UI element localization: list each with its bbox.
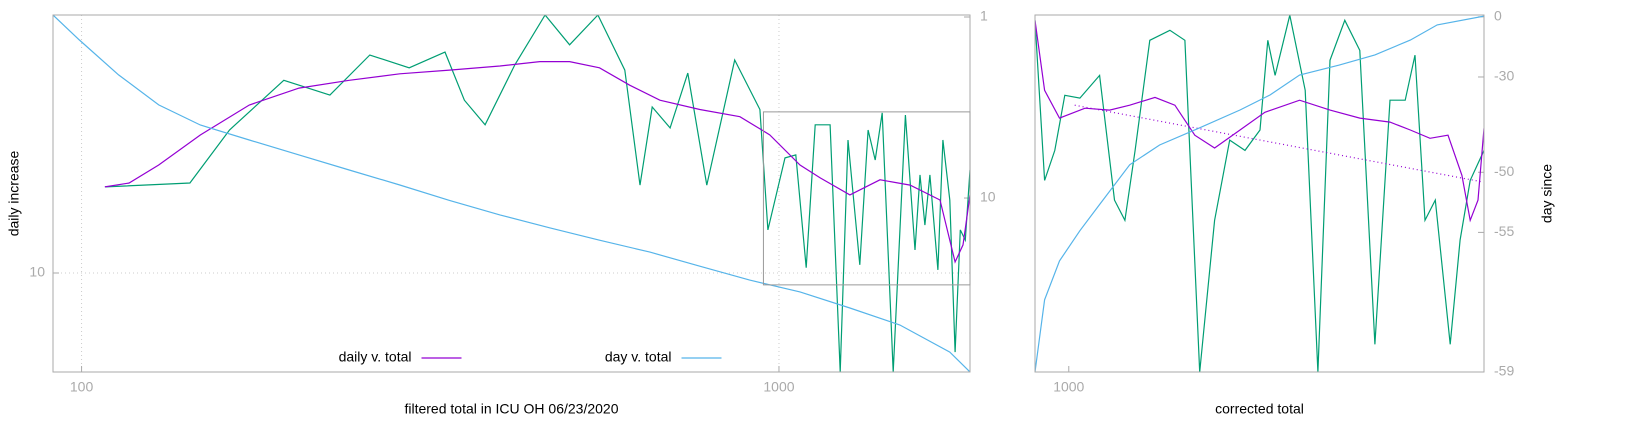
series-line: [1074, 104, 1484, 183]
series-line: [1035, 15, 1484, 372]
series-line: [104, 60, 970, 264]
y2-tick-label: -30: [1494, 68, 1514, 84]
legend-label: day v. total: [605, 349, 672, 365]
zoom-box: [762, 111, 971, 286]
y2-tick-label: 0: [1494, 8, 1502, 24]
x-tick-label: 1000: [763, 379, 794, 395]
y2-tick-label: 1: [980, 8, 988, 24]
y-tick-label: 10: [29, 264, 45, 280]
series-line: [104, 15, 970, 372]
x-tick-label: 100: [70, 379, 94, 395]
legend-label: daily v. total: [339, 349, 412, 365]
y2-tick-label: -50: [1494, 163, 1514, 179]
plot-frame: [1034, 14, 1485, 373]
series-line: [1035, 20, 1484, 223]
series-line: [1035, 15, 1484, 372]
y2-tick-label: -59: [1494, 363, 1514, 379]
y2-tick-label: -55: [1494, 223, 1514, 239]
y-axis-label: daily increase: [6, 150, 22, 236]
x-axis-label: corrected total: [1215, 401, 1304, 417]
x-tick-label: 1000: [1053, 379, 1084, 395]
x-axis-label: filtered total in ICU OH 06/23/2020: [404, 401, 618, 417]
y2-tick-label: 10: [980, 189, 996, 205]
series-line: [53, 15, 970, 372]
y2-axis-label: day since: [1539, 164, 1555, 223]
